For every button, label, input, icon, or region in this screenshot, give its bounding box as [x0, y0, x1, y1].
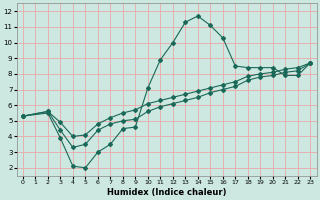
X-axis label: Humidex (Indice chaleur): Humidex (Indice chaleur): [107, 188, 226, 197]
